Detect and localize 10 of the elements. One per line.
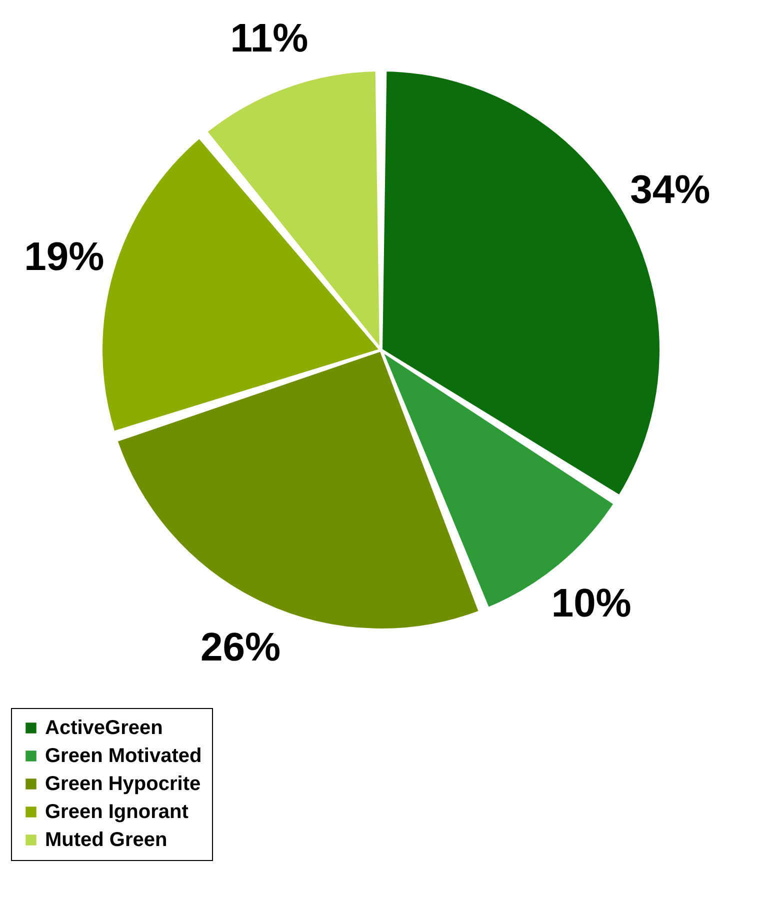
legend-label: Green Hypocrite bbox=[45, 773, 201, 795]
legend-label: Green Motivated bbox=[45, 745, 202, 767]
data-label: 19% bbox=[24, 234, 104, 279]
data-label: 26% bbox=[200, 626, 281, 670]
data-label: 10% bbox=[551, 581, 632, 626]
data-label: 11% bbox=[230, 16, 308, 61]
legend-label: ActiveGreen bbox=[45, 717, 163, 739]
legend-label: Muted Green bbox=[45, 829, 168, 851]
legend-label: Green Ignorant bbox=[45, 801, 189, 823]
data-label: 34% bbox=[630, 168, 710, 212]
